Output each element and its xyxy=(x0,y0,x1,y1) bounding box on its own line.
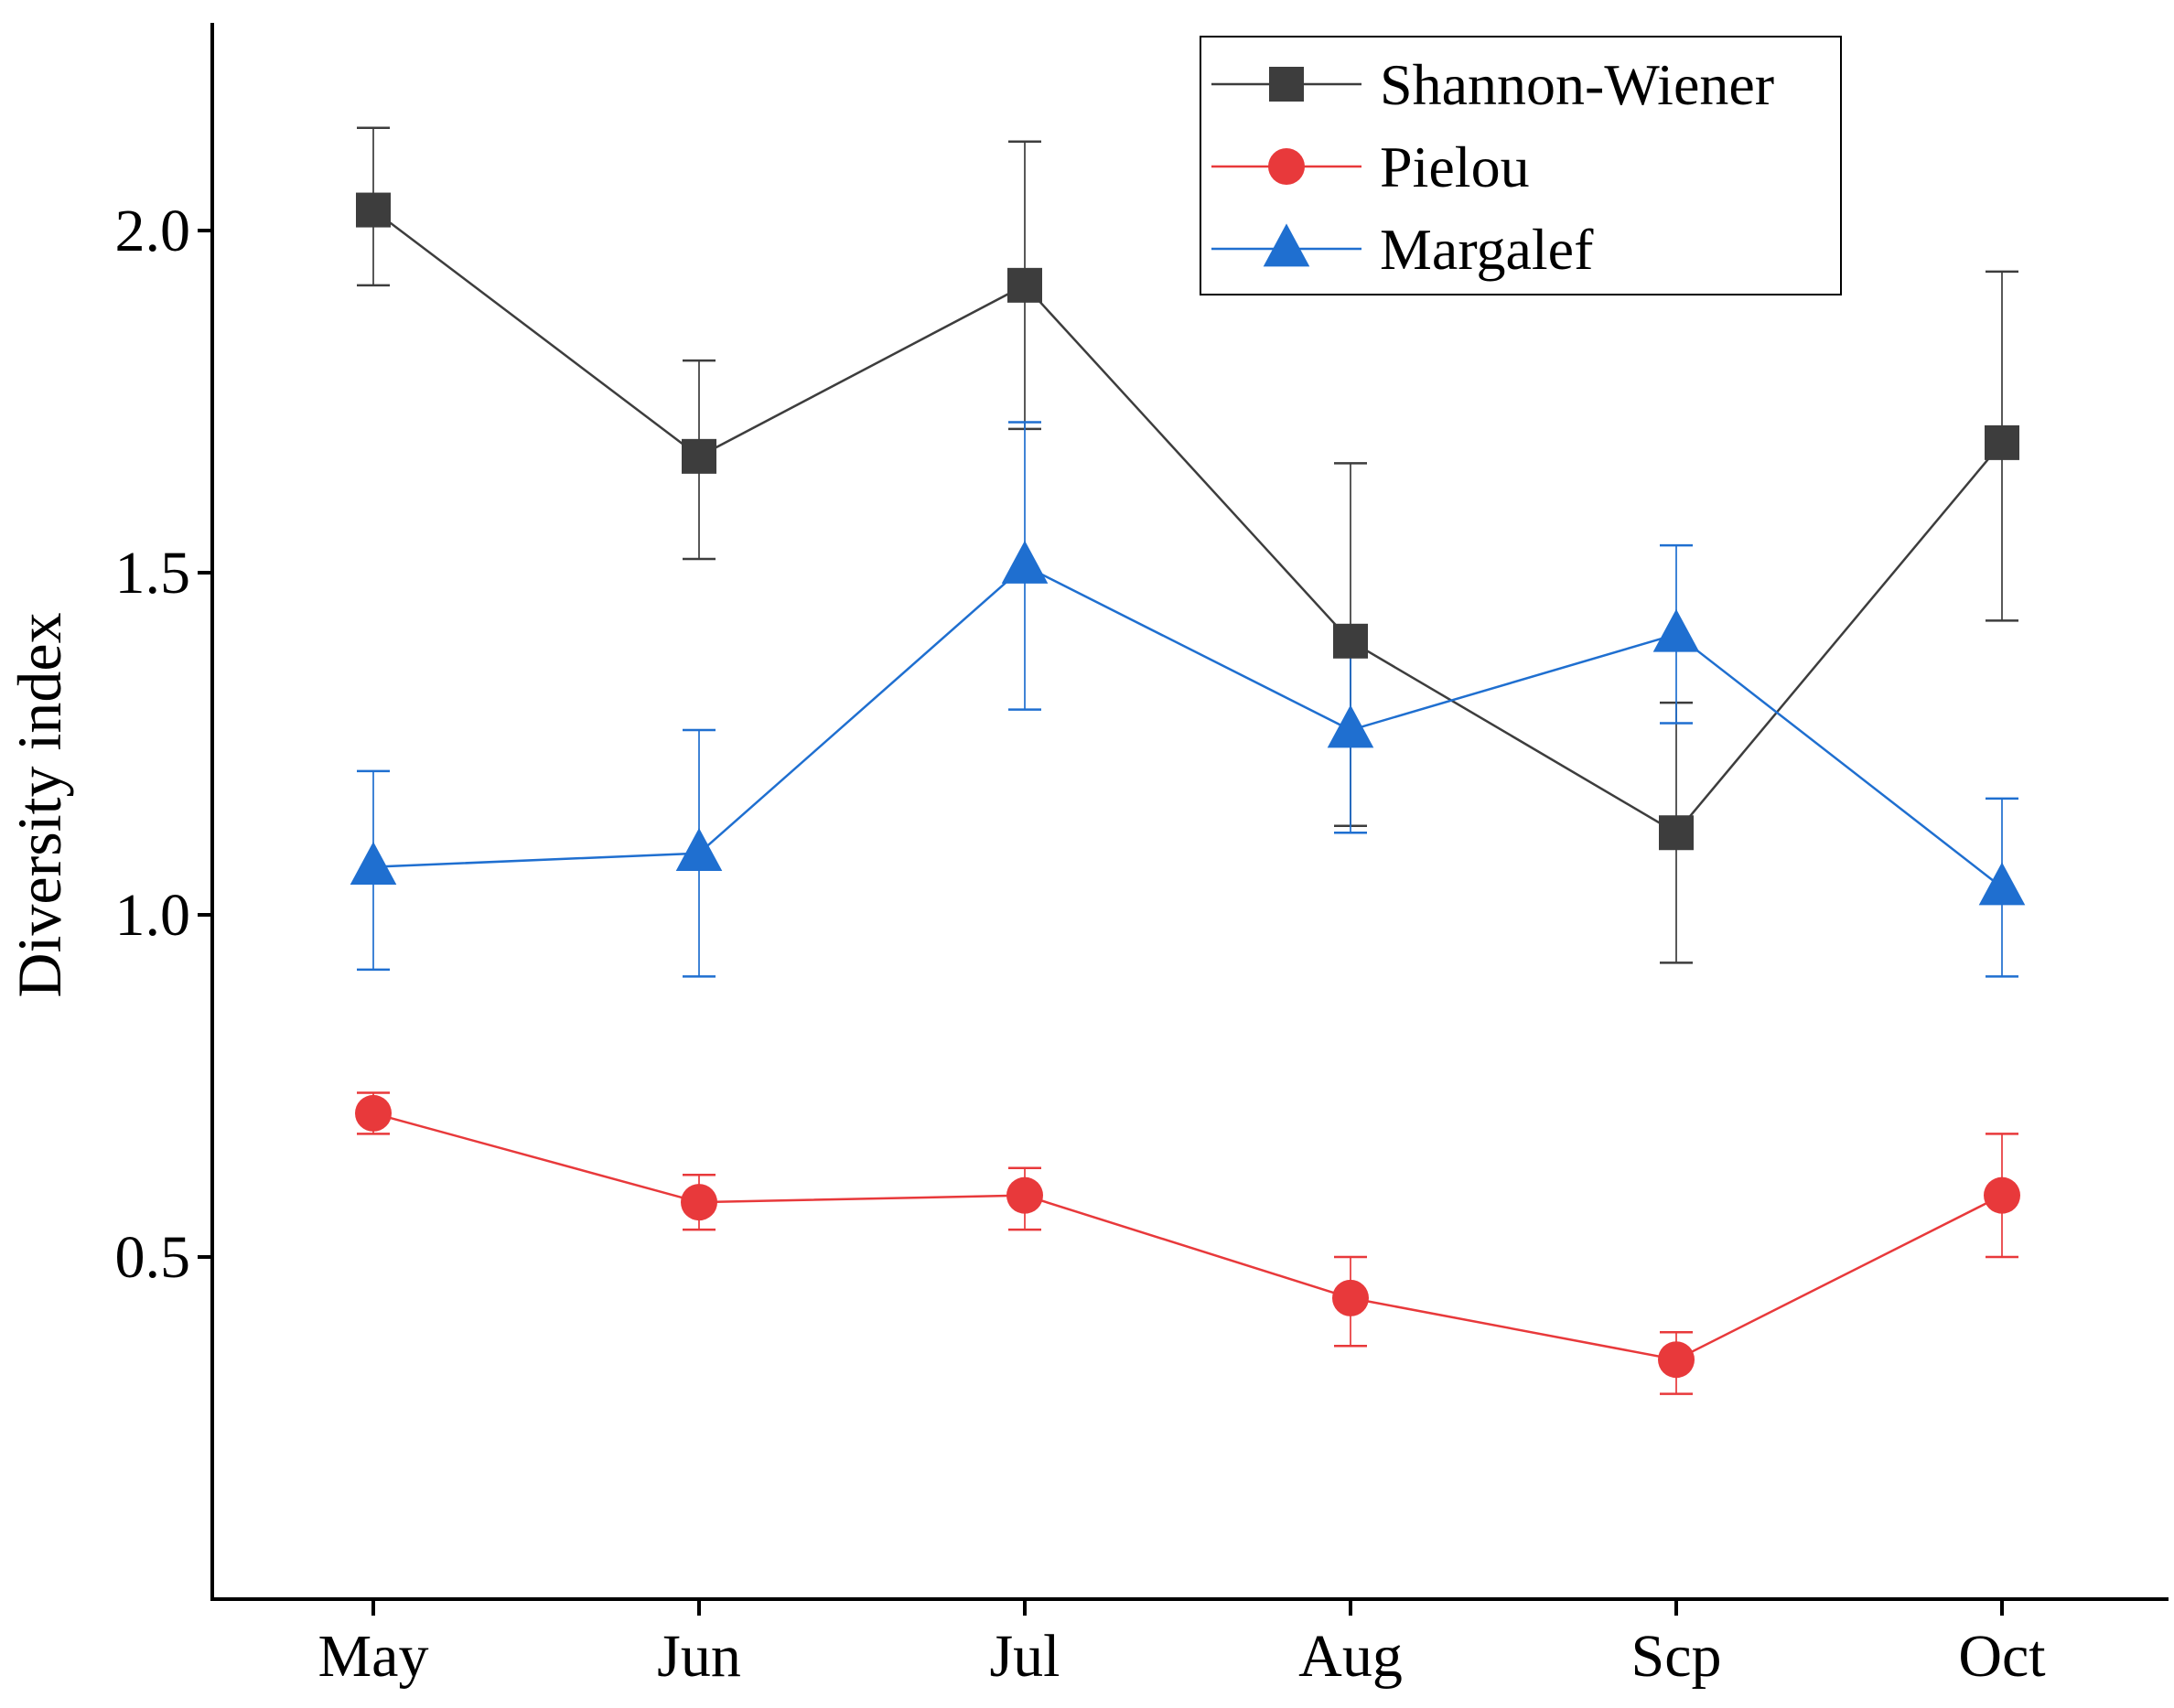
legend-entry-pielou: Pielou xyxy=(1211,134,1530,199)
shannon-wiener-data-point xyxy=(682,438,716,474)
pielou-data-point xyxy=(1984,1176,2020,1214)
legend-label-shannon-wiener: Shannon-Wiener xyxy=(1380,52,1774,117)
legend: Shannon-Wiener Pielou Margalef xyxy=(1200,36,1842,295)
axes: 0.5 1.0 1.5 2.0 May Jun Jul Aug Scp Oct xyxy=(115,23,2169,1690)
y-tick-label: 0.5 xyxy=(115,1224,191,1291)
margalef-data-point xyxy=(1652,608,1700,652)
x-tick-label: Oct xyxy=(1958,1623,2045,1690)
y-tick-label: 1.5 xyxy=(115,540,191,607)
x-tick-label: May xyxy=(318,1623,429,1690)
shannon-wiener-data-point xyxy=(356,192,391,228)
margalef-data-point xyxy=(675,828,723,871)
pielou-data-point xyxy=(1332,1279,1369,1316)
x-tick-label: Jul xyxy=(989,1623,1060,1690)
y-tick-label: 1.0 xyxy=(115,882,191,949)
legend-entry-margalef: Margalef xyxy=(1211,217,1594,282)
shannon-wiener-data-point xyxy=(1985,424,2019,460)
x-tick-label: Scp xyxy=(1631,1623,1722,1690)
shannon-wiener-data-point xyxy=(1007,267,1042,303)
shannon-wiener-data-point xyxy=(1659,815,1694,851)
legend-marker-margalef xyxy=(1263,223,1310,267)
error-bars xyxy=(357,126,2018,1395)
margalef-data-point xyxy=(1001,540,1049,584)
x-tick-label: Aug xyxy=(1298,1623,1403,1690)
legend-entry-shannon-wiener: Shannon-Wiener xyxy=(1211,52,1774,117)
pielou-series-line xyxy=(372,1112,2003,1361)
margalef-series-line xyxy=(372,564,2003,889)
legend-marker-pielou xyxy=(1268,148,1305,185)
margalef-data-point xyxy=(1978,862,2026,906)
series-markers xyxy=(350,192,2026,1379)
shannon-wiener-series-line xyxy=(372,209,2003,834)
legend-label-margalef: Margalef xyxy=(1380,217,1594,282)
pielou-data-point xyxy=(1006,1176,1043,1214)
pielou-data-point xyxy=(1658,1341,1695,1379)
legend-box xyxy=(1200,36,1842,295)
x-tick-label: Jun xyxy=(657,1623,741,1690)
legend-marker-shannon-wiener xyxy=(1269,67,1304,102)
shannon-wiener-data-point xyxy=(1333,623,1368,659)
pielou-data-point xyxy=(355,1094,392,1132)
y-axis-label: Diversity index xyxy=(5,612,74,997)
margalef-data-point xyxy=(1327,704,1374,748)
y-tick-label: 2.0 xyxy=(115,198,191,264)
legend-label-pielou: Pielou xyxy=(1380,134,1530,199)
pielou-data-point xyxy=(681,1184,717,1221)
series-lines xyxy=(372,209,2003,1361)
margalef-data-point xyxy=(350,842,397,885)
